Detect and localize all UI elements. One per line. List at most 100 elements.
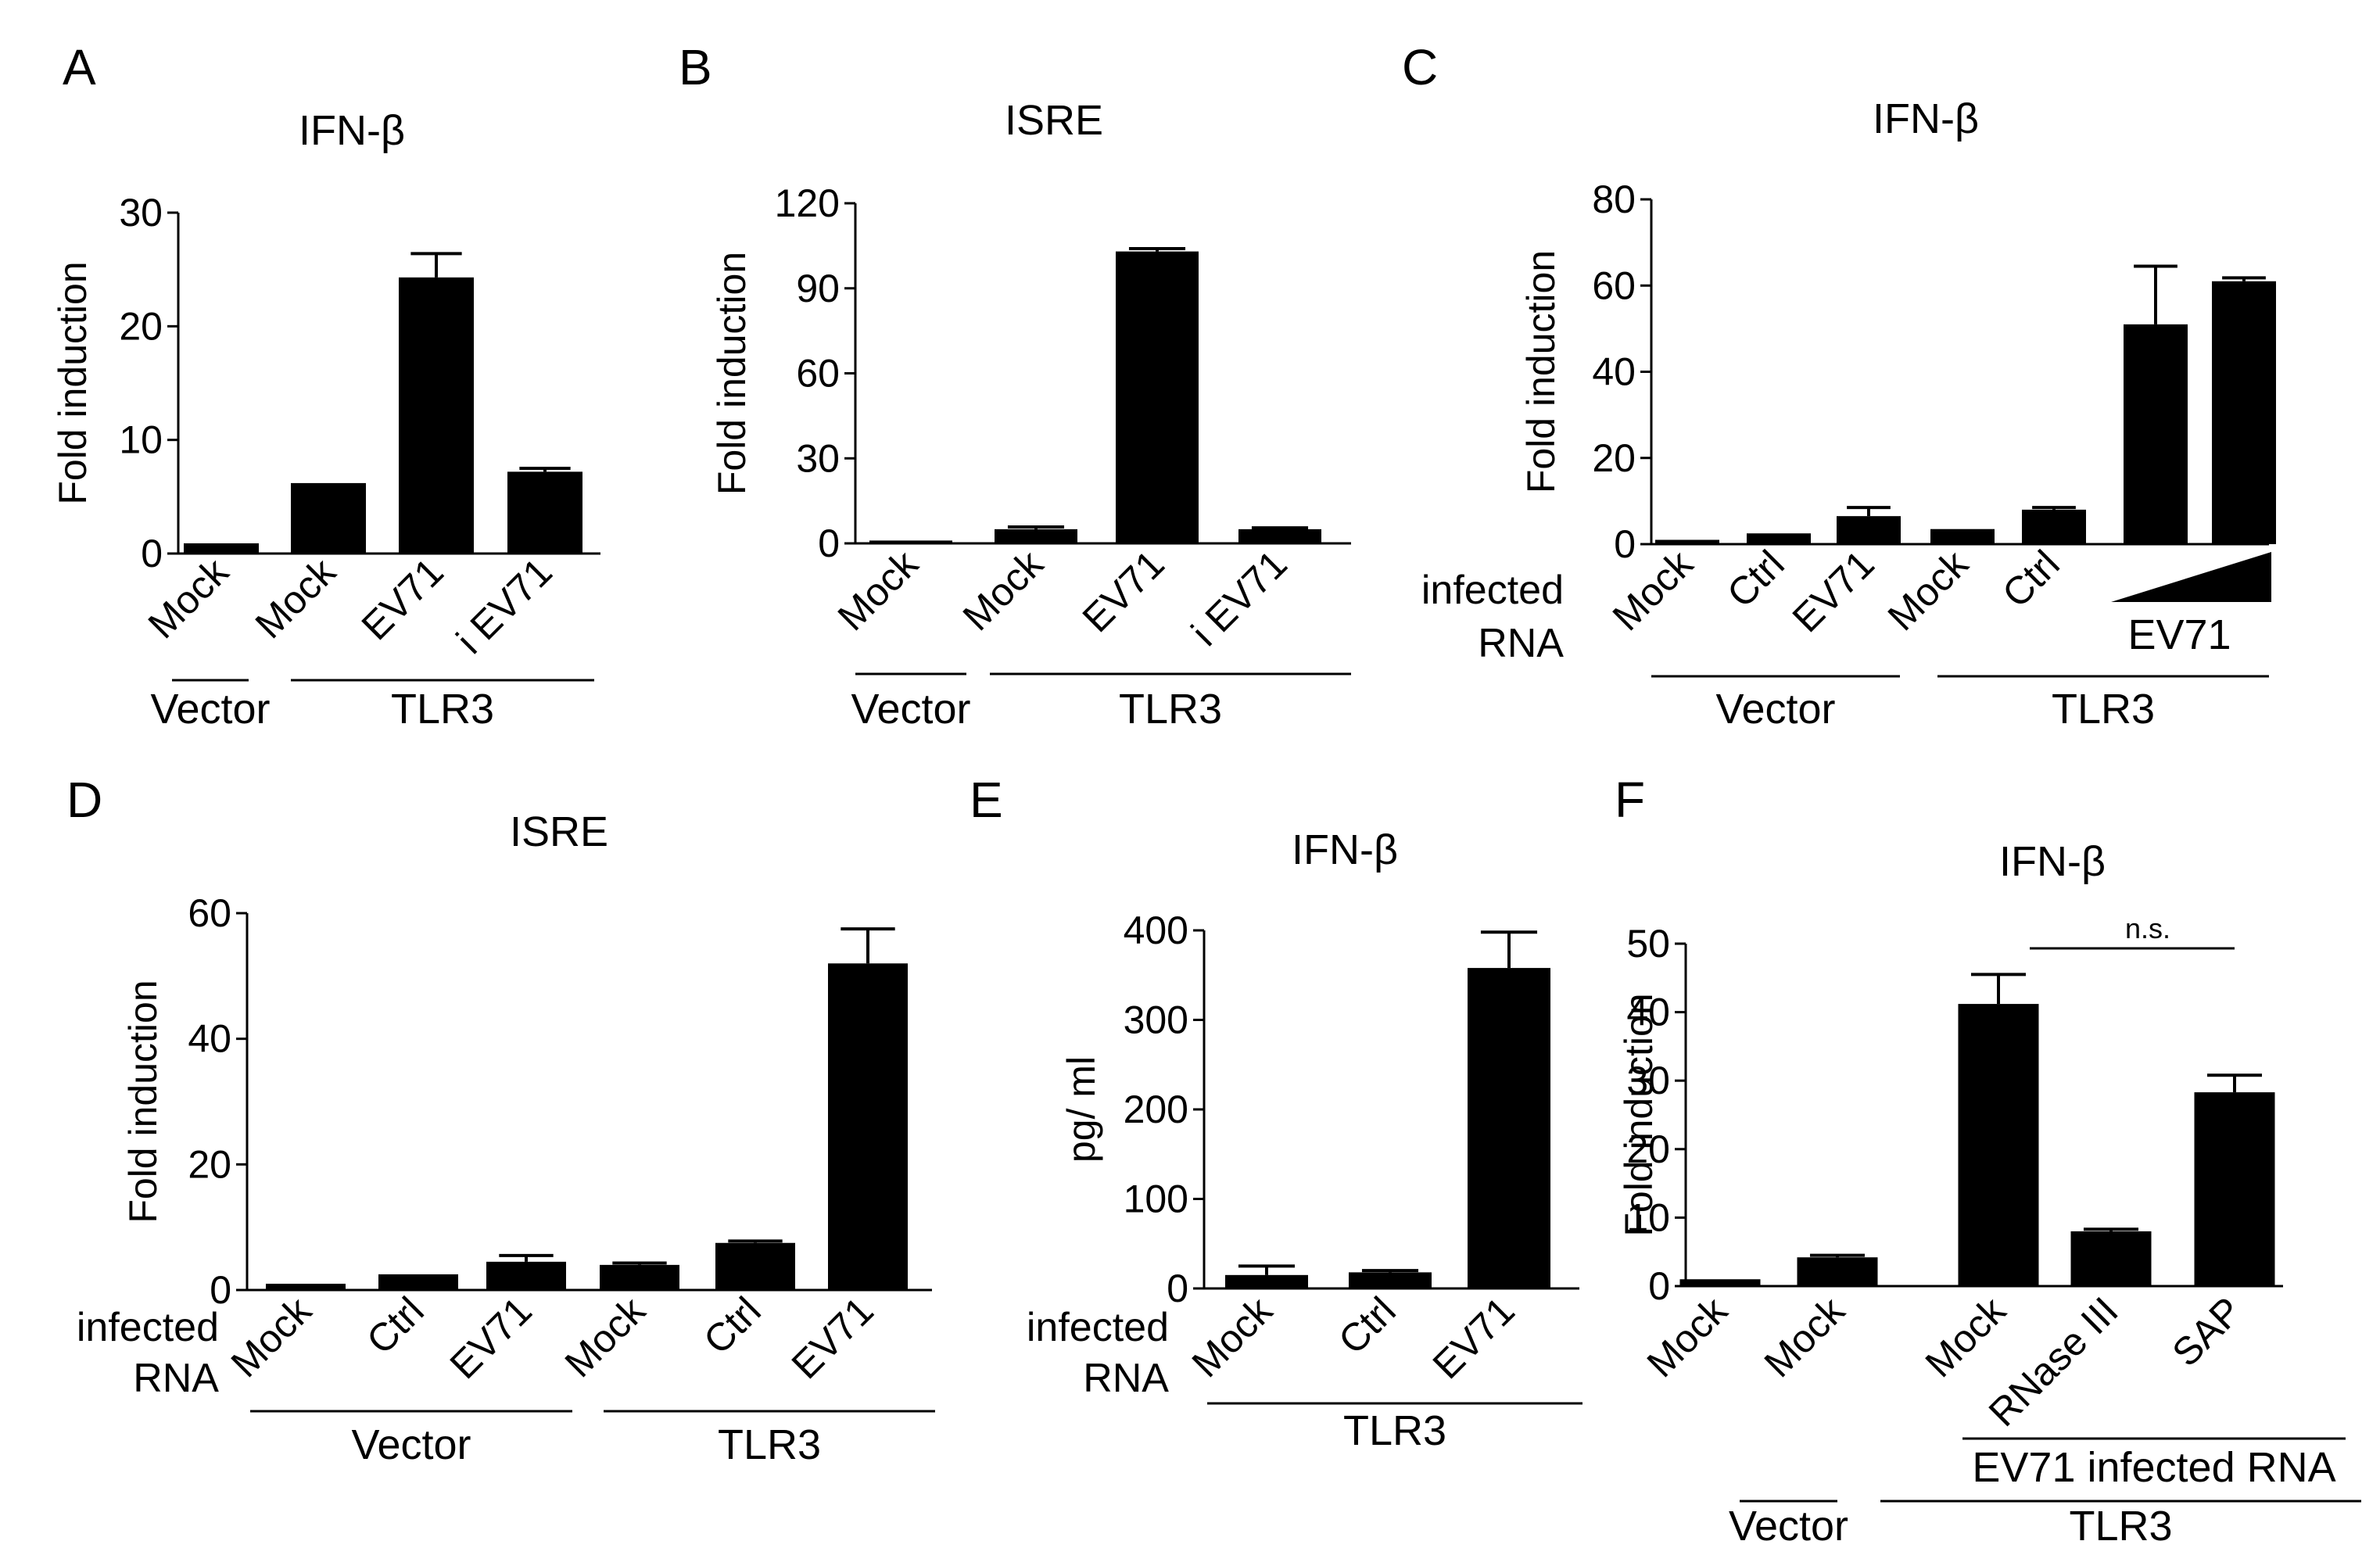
panel-c-side-label: RNA <box>1478 621 1564 666</box>
panel-b-group-label: Vector <box>851 686 970 733</box>
panel-b-bar <box>1238 529 1321 543</box>
panel-d-bar <box>715 1242 795 1290</box>
panel-f-bar <box>1958 1004 2039 1286</box>
panel-d-bar <box>378 1274 458 1290</box>
panel-e-category-label: Mock <box>1184 1288 1281 1385</box>
panel-d-bar <box>600 1264 679 1290</box>
panel-b-bar <box>995 529 1077 543</box>
panel-c-category-label: Ctrl <box>1994 542 2068 616</box>
panel-b-letter: B <box>679 39 712 95</box>
panel-d-category-label: Mock <box>557 1288 654 1385</box>
panel-f-category-label: Mock <box>1756 1288 1854 1385</box>
panel-a-category-label: EV71 <box>353 550 452 648</box>
panel-f-group-label: Vector <box>1729 1503 1848 1550</box>
panel-c-ytick-label: 0 <box>1614 522 1636 566</box>
panel-f-letter: F <box>1615 772 1645 828</box>
panel-f-bar <box>2194 1092 2275 1286</box>
panel-a-y-label: Fold induction <box>51 261 95 504</box>
panel-a-bar <box>291 482 366 554</box>
panel-a-bar <box>184 543 259 554</box>
panel-b-bar <box>869 540 952 543</box>
panel-c-bar <box>1747 533 1811 544</box>
panel-c-group-label: TLR3 <box>2052 686 2155 733</box>
panel-a-title: IFN-β <box>299 107 405 154</box>
panel-c-side-label: infected <box>1421 568 1564 613</box>
panel-d-bar <box>266 1283 346 1290</box>
panel-f-category-label: Mock <box>1917 1288 2015 1385</box>
panel-c-category-label: Ctrl <box>1719 542 1793 616</box>
panel-e-letter: E <box>970 772 1003 828</box>
panel-f-bar <box>1679 1279 1761 1286</box>
panel-e-group-label: TLR3 <box>1343 1407 1446 1454</box>
panel-f-group-label: TLR3 <box>2069 1503 2172 1550</box>
panel-d-ytick-label: 20 <box>188 1142 231 1186</box>
panel-d-ytick-label: 40 <box>188 1017 231 1061</box>
panel-f-category-label: SAP <box>2163 1288 2249 1374</box>
panel-c-ytick-label: 60 <box>1592 263 1636 307</box>
panel-c-category-label: Mock <box>1880 541 1977 639</box>
panel-c-bar <box>1930 529 1995 544</box>
panel-b-ytick-label: 90 <box>796 267 840 310</box>
panel-c-letter: C <box>1402 39 1438 95</box>
panel-d-category-label: EV71 <box>783 1288 882 1387</box>
panel-b-category-label: EV71 <box>1074 542 1173 640</box>
panel-c-ytick-label: 20 <box>1592 436 1636 480</box>
panel-f-significance-label: n.s. <box>2125 912 2170 944</box>
panel-e-title: IFN-β <box>1292 826 1398 873</box>
panel-a-group-label: TLR3 <box>391 686 494 733</box>
panel-c-bar <box>2124 324 2188 544</box>
panel-e-ytick-label: 100 <box>1124 1177 1188 1221</box>
panel-d-category-label: EV71 <box>442 1288 540 1387</box>
panel-d-ytick-label: 60 <box>188 891 231 935</box>
panel-d-side-label: RNA <box>133 1356 219 1401</box>
panel-f-ytick-label: 50 <box>1626 922 1670 966</box>
panel-a-ytick-label: 30 <box>119 191 163 235</box>
panel-c-dose-wedge <box>2111 552 2271 602</box>
panel-c-bar <box>2022 509 2086 544</box>
panel-f-bar <box>2070 1231 2152 1286</box>
panel-d-y-label: Fold induction <box>121 980 165 1223</box>
panel-b-category-label: Mock <box>830 541 927 639</box>
panel-f-ytick-label: 20 <box>1626 1127 1670 1171</box>
panel-e-y-label: pg/ ml <box>1059 1056 1103 1163</box>
panel-e-bar <box>1225 1274 1308 1288</box>
panel-c-ytick-label: 40 <box>1592 350 1636 394</box>
panel-f-ytick-label: 0 <box>1648 1264 1670 1308</box>
panel-f-title: IFN-β <box>1999 838 2106 885</box>
panel-c-bar <box>1837 516 1901 544</box>
panel-e-side-label: RNA <box>1083 1356 1169 1401</box>
panel-b-ytick-label: 60 <box>796 352 840 396</box>
panel-b-ytick-label: 30 <box>796 436 840 480</box>
panel-d-ytick-label: 0 <box>210 1268 231 1312</box>
panel-a-ytick-label: 20 <box>119 304 163 348</box>
panel-f-ytick-label: 10 <box>1626 1195 1670 1239</box>
panel-c-title: IFN-β <box>1873 95 1979 142</box>
panel-e-ytick-label: 0 <box>1167 1267 1188 1310</box>
panel-b-title: ISRE <box>1005 97 1103 144</box>
panel-f-bar <box>1797 1257 1878 1286</box>
panel-a-bar <box>507 471 582 554</box>
panel-f-ytick-label: 40 <box>1626 991 1670 1034</box>
panel-e-side-label: infected <box>1027 1305 1169 1350</box>
panel-e-bar <box>1468 968 1550 1288</box>
panel-b-group-label: TLR3 <box>1119 686 1222 733</box>
panel-c-ytick-label: 80 <box>1592 177 1636 221</box>
panel-f-y-label: Fold induction <box>1617 993 1661 1236</box>
panel-a-ytick-label: 10 <box>119 418 163 462</box>
panel-e-ytick-label: 400 <box>1124 908 1188 952</box>
panel-b-category-label: i EV71 <box>1183 542 1296 654</box>
panel-f-ytick-label: 30 <box>1626 1059 1670 1102</box>
panel-d-side-label: infected <box>77 1305 219 1350</box>
panel-d-group-label: Vector <box>351 1421 471 1468</box>
panel-e-ytick-label: 300 <box>1124 998 1188 1042</box>
panel-b-bar <box>1116 251 1199 543</box>
panel-e-bar <box>1349 1272 1432 1288</box>
panel-e-category-label: EV71 <box>1425 1288 1523 1387</box>
panel-b-ytick-label: 120 <box>775 181 840 225</box>
panel-a-category-label: Mock <box>247 549 345 647</box>
panel-a-letter: A <box>63 39 96 95</box>
panel-d-category-label: Ctrl <box>358 1288 432 1363</box>
panel-c-category-label: EV71 <box>1784 542 1883 640</box>
